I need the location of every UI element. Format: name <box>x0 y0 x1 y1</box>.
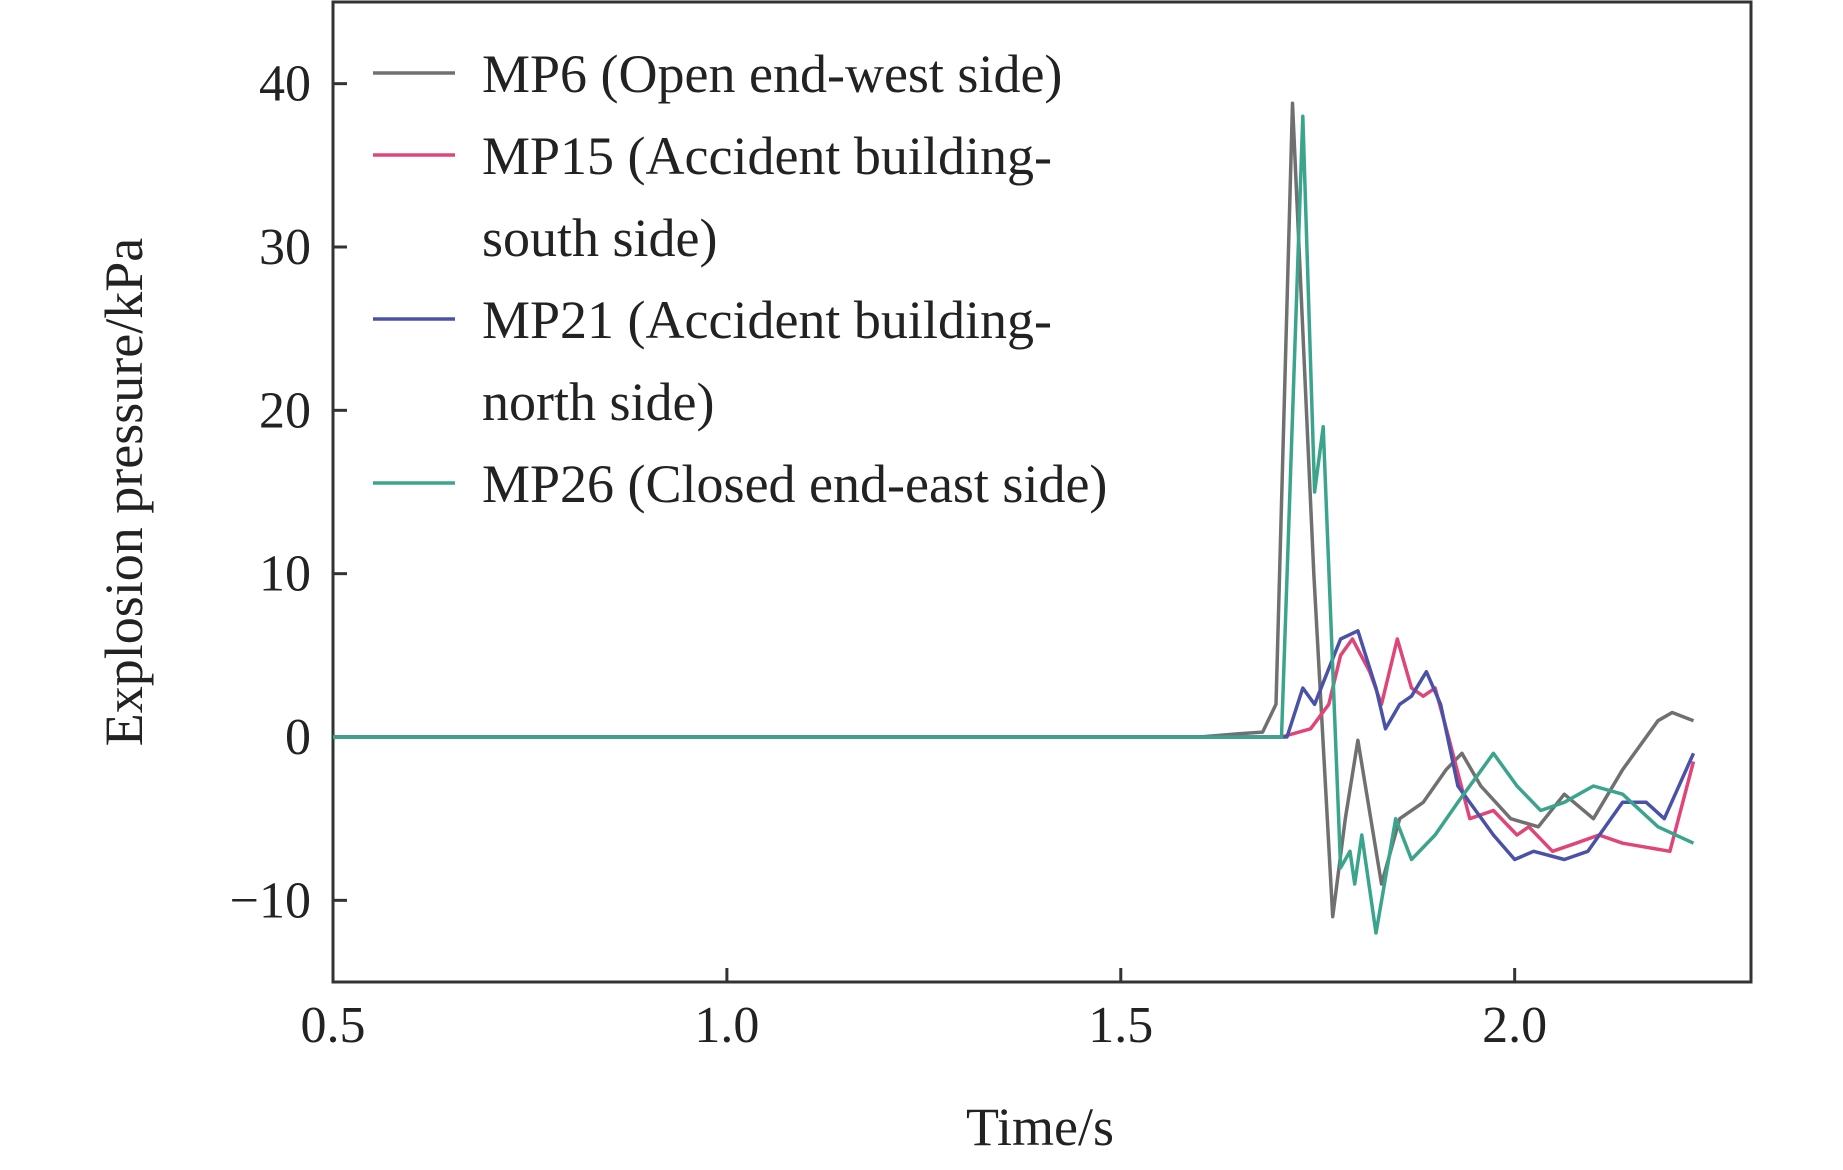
y-tick-label: 30 <box>259 219 311 276</box>
y-tick-label: −10 <box>230 872 311 929</box>
series-line <box>333 101 1695 919</box>
x-tick-label: 1.0 <box>694 997 759 1054</box>
y-tick-label: 40 <box>259 56 311 113</box>
legend-label: MP26 (Closed end-east side) <box>482 454 1107 514</box>
legend-label: MP15 (Accident building-south side) <box>482 126 1052 268</box>
series-line <box>333 637 1696 854</box>
legend-label: MP21 (Accident building-north side) <box>482 290 1052 432</box>
y-tick-label: 10 <box>259 546 311 603</box>
x-axis-label: Time/s <box>966 1097 1114 1157</box>
x-tick-label: 1.5 <box>1088 997 1153 1054</box>
series-line <box>333 629 1696 862</box>
x-tick-label: 0.5 <box>301 997 366 1054</box>
legend-label: MP6 (Open end-west side) <box>482 44 1062 104</box>
y-tick-label: 0 <box>285 709 311 766</box>
y-tick-label: 20 <box>259 382 311 439</box>
series-line <box>333 114 1695 935</box>
plot-frame <box>331 0 1753 984</box>
x-tick-label: 2.0 <box>1482 997 1547 1054</box>
y-axis-label: Explosion pressure/kPa <box>94 238 154 746</box>
